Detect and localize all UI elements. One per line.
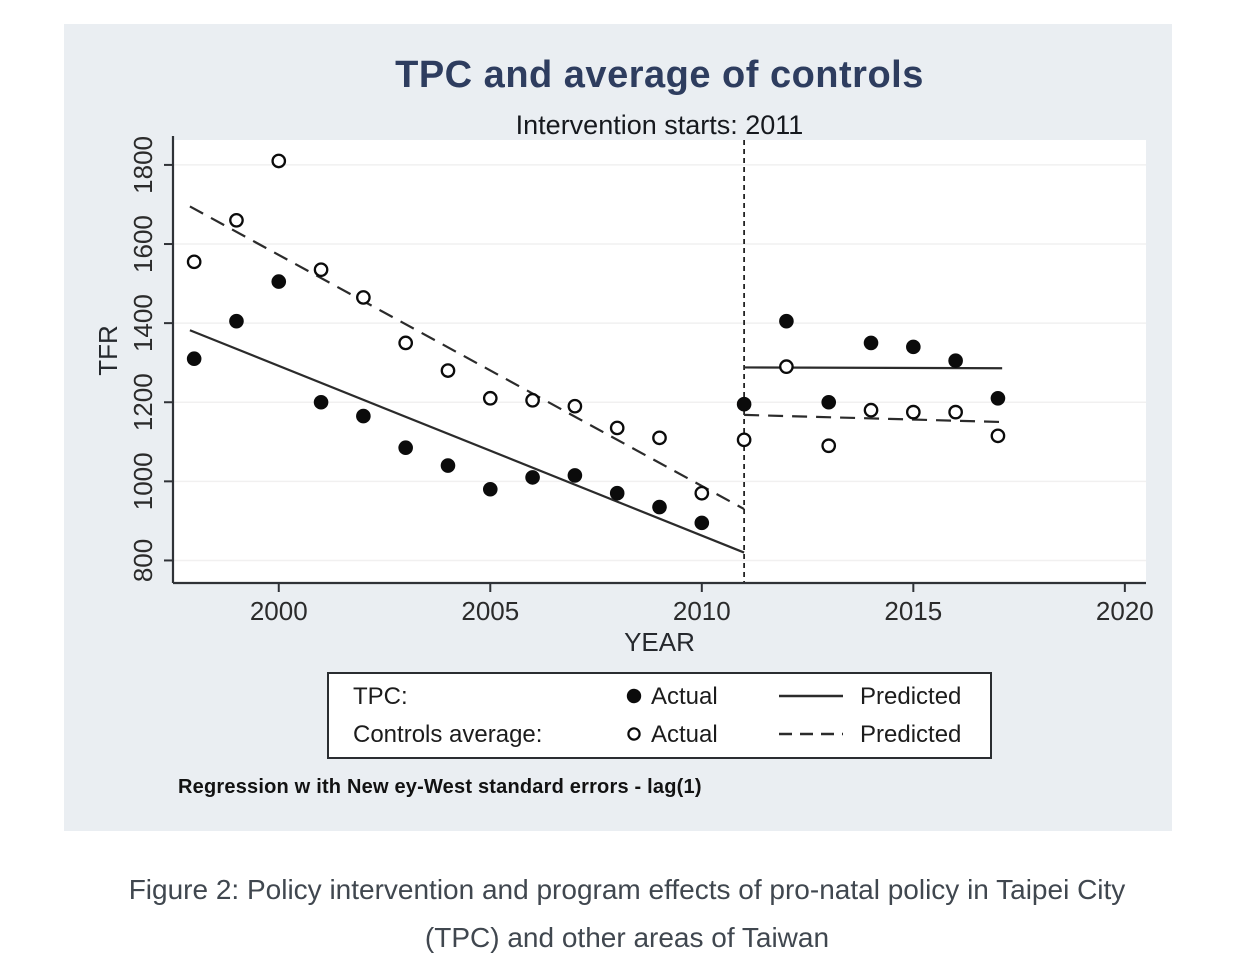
y-tick-label: 800 xyxy=(128,539,158,582)
figure-caption: Figure 2: Policy intervention and progra… xyxy=(0,866,1254,962)
controls-actual-point xyxy=(356,290,371,305)
controls-actual-point xyxy=(482,390,498,406)
tpc-actual-point xyxy=(694,515,710,531)
legend-row-controls: Controls average: Actual Predicted xyxy=(329,717,990,753)
tpc-actual-point xyxy=(440,458,456,473)
tpc-actual-point xyxy=(567,468,583,483)
tpc-actual-point xyxy=(229,313,244,329)
x-tick-label: 2010 xyxy=(673,596,731,626)
y-tick-label: 1600 xyxy=(128,215,158,273)
x-tick-label: 2015 xyxy=(884,596,942,626)
caption-line-2: (TPC) and other areas of Taiwan xyxy=(424,922,830,953)
x-axis-label: YEAR xyxy=(624,627,695,657)
tpc-actual-point xyxy=(525,470,540,485)
chart-legend: TPC: Actual Predicted Controls average: … xyxy=(327,672,992,759)
controls-actual-point xyxy=(694,485,710,501)
legend-group-label: TPC: xyxy=(353,683,408,710)
y-tick-label: 1800 xyxy=(128,136,158,194)
controls-actual-point xyxy=(567,398,583,414)
tpc-actual-point xyxy=(398,440,413,456)
controls-actual-point xyxy=(186,254,202,270)
chart-plot-canvas: 800 1000 1200 1400 1600 1800 2000 2005 2010 2015 2… xyxy=(93,136,1154,657)
tpc-actual-point xyxy=(356,408,371,424)
x-tick-label: 2020 xyxy=(1096,596,1154,626)
chart-subtitle: Intervention starts: 2011 xyxy=(515,110,804,140)
predicted-dashed-line xyxy=(744,413,1003,424)
predicted-dashed-line xyxy=(189,205,745,511)
filled-circle-marker-icon xyxy=(623,679,645,715)
solid-line-sample-icon xyxy=(777,679,845,715)
tpc-actual-point xyxy=(779,313,794,329)
controls-actual-point xyxy=(313,262,329,278)
x-tick-label: 2000 xyxy=(250,596,308,626)
controls-actual-point xyxy=(398,335,414,351)
controls-actual-point xyxy=(736,432,752,448)
controls-actual-point xyxy=(821,438,837,454)
controls-actual-point xyxy=(440,363,456,378)
controls-actual-point xyxy=(779,359,794,374)
tpc-actual-point xyxy=(609,485,625,501)
legend-predicted-label: Predicted xyxy=(860,683,962,710)
tpc-actual-point xyxy=(990,390,1006,406)
y-tick-label: 1400 xyxy=(128,294,158,352)
legend-row-tpc: TPC: Actual Predicted xyxy=(329,679,990,715)
legend-predicted-label: Predicted xyxy=(860,721,962,748)
controls-actual-point xyxy=(609,420,625,436)
x-tick-label: 2005 xyxy=(461,596,519,626)
tpc-actual-point xyxy=(948,353,963,369)
controls-actual-point xyxy=(863,402,879,418)
tpc-actual-point xyxy=(482,481,498,497)
legend-group-label: Controls average: xyxy=(353,721,543,748)
tpc-actual-point xyxy=(906,339,921,355)
controls-actual-point xyxy=(652,430,667,446)
tpc-actual-point xyxy=(313,394,329,410)
regression-note: Regression w ith New ey-West standard er… xyxy=(178,776,702,798)
tpc-actual-point xyxy=(736,396,752,412)
legend-actual-label: Actual xyxy=(651,683,718,710)
controls-actual-point xyxy=(525,392,540,408)
tpc-actual-point xyxy=(863,335,879,351)
dashed-line-sample-icon xyxy=(777,717,845,753)
y-axis-label: TFR xyxy=(93,325,123,376)
open-circle-marker-icon xyxy=(623,717,645,753)
predicted-solid-line xyxy=(189,329,745,554)
controls-actual-point xyxy=(271,153,287,169)
controls-actual-point xyxy=(229,212,244,228)
y-tick-label: 1200 xyxy=(128,373,158,431)
stata-graph-figure: TPC and average of controls Intervention… xyxy=(64,24,1172,831)
controls-actual-point xyxy=(905,404,921,420)
legend-actual-label: Actual xyxy=(651,721,718,748)
controls-actual-point xyxy=(948,404,963,420)
chart-title: TPC and average of controls xyxy=(395,54,924,96)
caption-line-1: Figure 2: Policy intervention and progra… xyxy=(128,874,1126,905)
controls-actual-point xyxy=(990,428,1006,444)
plot-area xyxy=(173,140,1146,583)
tpc-actual-point xyxy=(271,274,287,289)
y-tick-label: 1000 xyxy=(128,452,158,510)
tpc-actual-point xyxy=(821,394,837,410)
tpc-actual-point xyxy=(652,499,667,515)
tpc-actual-point xyxy=(186,351,202,367)
